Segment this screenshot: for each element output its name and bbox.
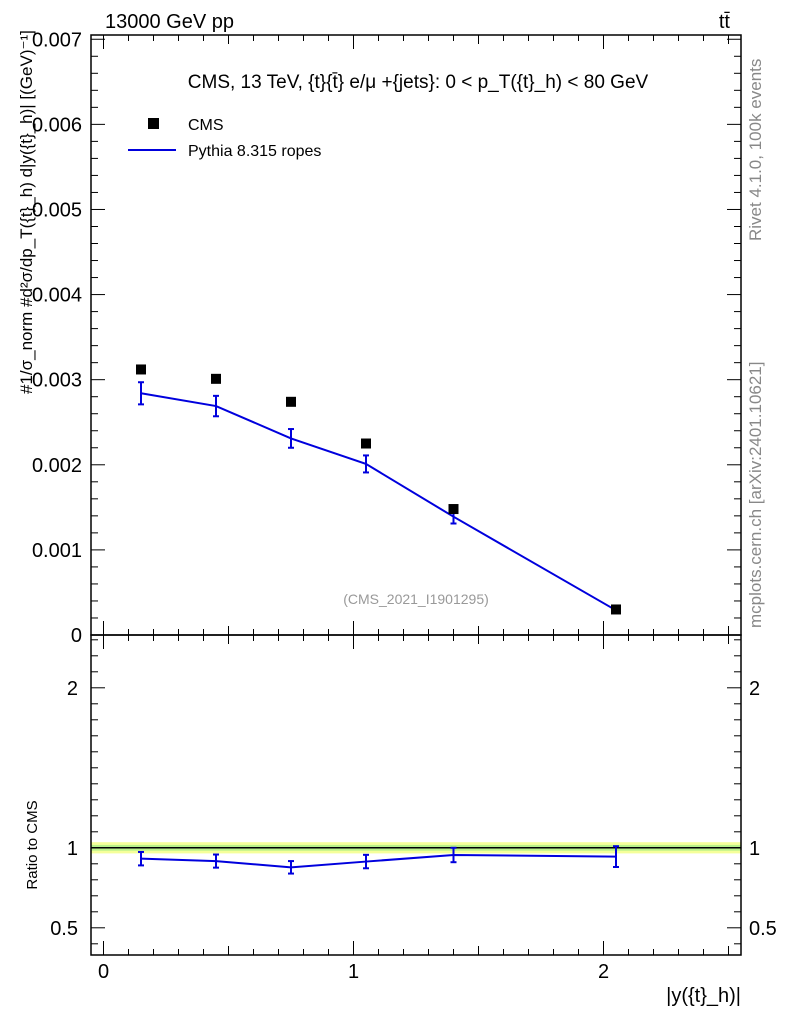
ratio-plot-frame: [90, 634, 742, 956]
process-label: tt̄: [719, 11, 731, 33]
legend: CMS Pythia 8.315 ropes: [128, 117, 321, 160]
ratio-tick-label-left: 1: [67, 838, 78, 860]
rivet-label: Rivet 4.1.0, 100k events: [746, 59, 765, 241]
plot-title: CMS, 13 TeV, {t}{t̄} e/μ +{jets}: 0 < p_…: [188, 72, 649, 93]
x-tick-label: 0: [98, 961, 109, 983]
cms-data-point: [211, 373, 221, 384]
pythia-line: [140, 392, 617, 612]
mcplots-label: mcplots.cern.ch [arXiv:2401.10621]: [746, 362, 765, 628]
cms-data-point: [136, 364, 146, 375]
legend-cms-label: CMS: [188, 117, 224, 134]
ratio-tick-label-right: 1: [749, 838, 760, 860]
cms-data-point: [286, 396, 296, 407]
ratio-tick-labels: 0.5 0.5 1 1 2 2: [50, 678, 777, 940]
ratio-axis-ticks: [91, 635, 741, 955]
ratio-y-axis-label: Ratio to CMS: [24, 800, 41, 889]
y-tick-label: 0: [71, 625, 82, 647]
energy-label: 13000 GeV pp: [105, 11, 234, 33]
ratio-tick-label-left: 0.5: [50, 918, 78, 940]
y-tick-label: 0.004: [32, 285, 82, 307]
y-tick-label: 0.005: [32, 199, 82, 221]
y-tick-label: 0.003: [32, 370, 82, 392]
ratio-tick-label-left: 2: [67, 678, 78, 700]
y-tick-label: 0.007: [32, 29, 82, 51]
y-tick-label: 0.001: [32, 540, 82, 562]
y-tick-labels: 0 0.001 0.002 0.003 0.004 0.005 0.006 0.007: [32, 29, 82, 647]
ratio-series: [138, 845, 619, 875]
y-tick-label: 0.002: [32, 455, 82, 477]
cms-data-point: [448, 504, 459, 515]
analysis-watermark: (CMS_2021_I1901295): [343, 591, 489, 607]
pythia-ratio-line: [140, 853, 617, 869]
cms-data-point: [611, 604, 621, 615]
y-axis-label: #1/σ_norm #d²σ/dp_T({t}_h) d|y({t}_h)| […: [17, 30, 36, 394]
x-axis-label: |y({t}_h)|: [666, 985, 741, 1007]
x-tick-label: 2: [598, 961, 609, 983]
y-tick-label: 0.006: [32, 114, 82, 136]
main-series: [136, 364, 621, 615]
cms-data-point: [361, 438, 371, 449]
x-tick-label: 1: [348, 961, 359, 983]
legend-cms-marker: [148, 118, 159, 129]
ratio-tick-label-right: 0.5: [749, 918, 777, 940]
main-axis-ticks: [91, 35, 741, 636]
legend-pythia-label: Pythia 8.315 ropes: [188, 143, 321, 160]
ratio-tick-label-right: 2: [749, 678, 760, 700]
x-tick-labels: 0 1 2: [98, 961, 609, 983]
